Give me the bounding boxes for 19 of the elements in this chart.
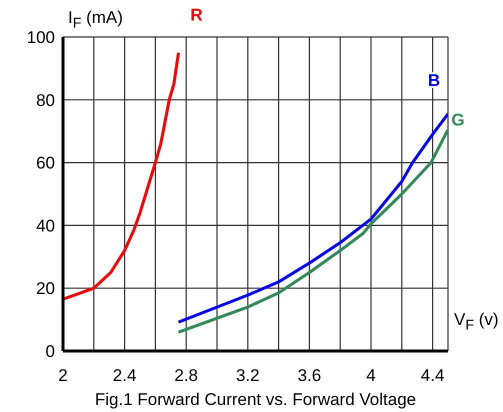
- line-series: [63, 51, 180, 301]
- y-tick-label: 100: [26, 28, 55, 48]
- y-tick-label: 80: [36, 90, 55, 110]
- x-tick-label: 4: [366, 366, 376, 386]
- y-axis-title: I$_{F}$ (mA): [68, 8, 123, 32]
- y-tick-label: 0: [46, 342, 55, 362]
- x-tick-label: 2: [58, 366, 68, 386]
- y-tick-label: 40: [36, 216, 55, 236]
- series-label: R: [190, 6, 203, 25]
- y-tick-label: 20: [36, 279, 55, 298]
- x-tick-label: 4.4: [420, 366, 444, 386]
- x-axis-title: V$_{F}$ (v): [454, 310, 499, 334]
- x-tick-label: 2.8: [174, 366, 198, 386]
- y-tick-label: 60: [36, 154, 55, 173]
- text: Fig.1 Forward Current vs. Forward Voltage: [94, 390, 418, 410]
- series-label: G: [451, 110, 465, 130]
- x-tick-label: 3.2: [236, 366, 260, 386]
- x-tick-label: 3.6: [298, 366, 322, 386]
- x-tick-label: 2.4: [112, 366, 136, 386]
